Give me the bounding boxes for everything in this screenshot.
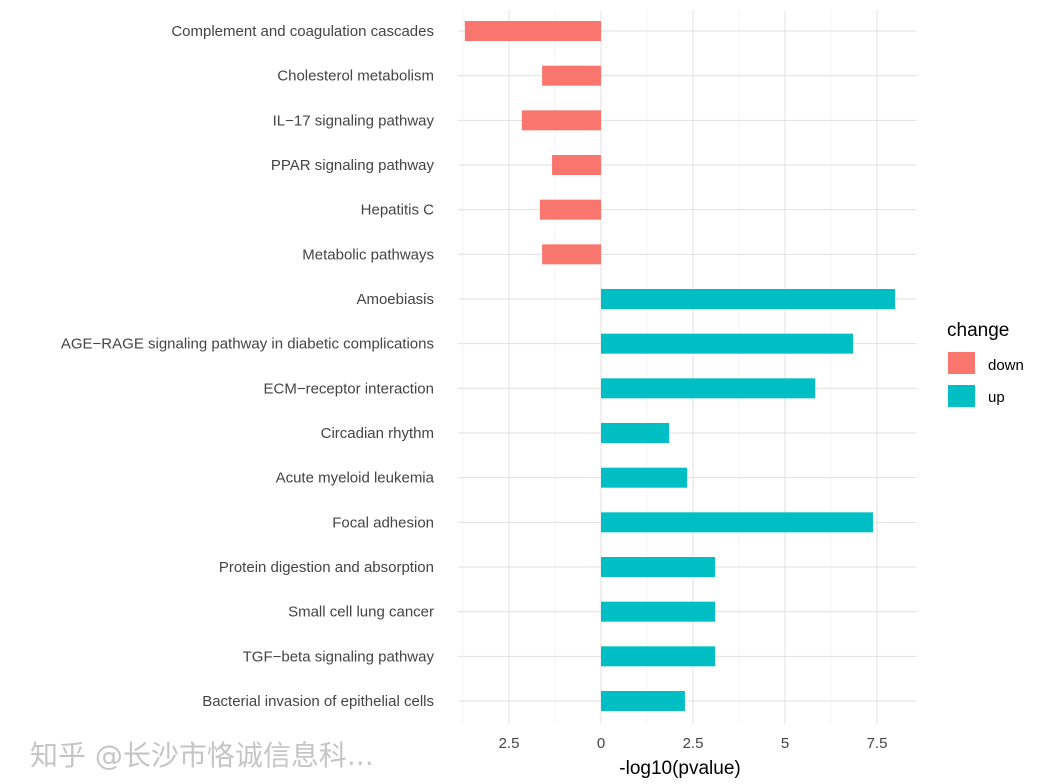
y-tick-label: Metabolic pathways (302, 246, 434, 263)
bar-up (601, 423, 670, 443)
bar-up (601, 289, 896, 309)
y-tick-label: Hepatitis C (361, 202, 435, 219)
x-axis-title: -log10(pvalue) (619, 758, 740, 779)
bar-down (542, 244, 601, 265)
bar-up (601, 646, 716, 667)
bar-down (539, 199, 601, 220)
legend-key-up (948, 385, 975, 407)
x-tick-label: 5 (781, 735, 789, 752)
bar-up (601, 333, 854, 354)
bar-down (464, 21, 601, 41)
y-tick-label: Acute myeloid leukemia (276, 470, 435, 487)
x-tick-label: 2.5 (683, 735, 704, 752)
legend-title: change (947, 320, 1009, 341)
legend-key-down (948, 352, 975, 374)
bar-up (601, 691, 685, 711)
y-tick-label: Focal adhesion (332, 514, 434, 531)
bar-down (521, 110, 601, 131)
y-tick-label: AGE−RAGE signaling pathway in diabetic c… (61, 336, 434, 353)
y-tick-label: PPAR signaling pathway (271, 157, 435, 174)
bar-up (601, 512, 873, 533)
legend-label-down: down (988, 357, 1024, 374)
y-tick-label: Complement and coagulation cascades (171, 23, 434, 40)
y-tick-label: Protein digestion and absorption (219, 559, 434, 576)
y-tick-label: Circadian rhythm (321, 425, 434, 442)
y-tick-label: TGF−beta signaling pathway (243, 648, 435, 665)
y-tick-label: Amoebiasis (356, 291, 434, 308)
x-tick-label: 0 (597, 735, 605, 752)
bar-up (601, 601, 716, 622)
y-tick-label: Cholesterol metabolism (277, 68, 434, 85)
bar-up (601, 467, 688, 488)
bar-up (601, 378, 816, 399)
watermark: 知乎 @长沙市恪诚信息科... (30, 739, 374, 772)
y-tick-label: ECM−receptor interaction (264, 380, 435, 397)
bar-down (542, 65, 601, 86)
legend-label-up: up (988, 389, 1005, 406)
y-tick-label: IL−17 signaling pathway (273, 112, 435, 129)
y-tick-label: Small cell lung cancer (288, 604, 434, 621)
y-tick-label: Bacterial invasion of epithelial cells (202, 693, 434, 710)
x-tick-label: 7.5 (867, 735, 888, 752)
bar-up (601, 557, 716, 577)
bar-down (552, 155, 601, 175)
x-tick-label: 2.5 (499, 735, 520, 752)
